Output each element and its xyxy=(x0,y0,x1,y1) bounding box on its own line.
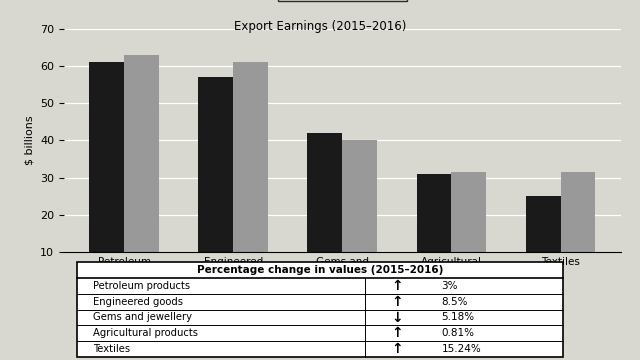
Text: ↓: ↓ xyxy=(391,310,403,324)
Text: 15.24%: 15.24% xyxy=(442,344,481,354)
Text: ↑: ↑ xyxy=(391,342,403,356)
FancyBboxPatch shape xyxy=(77,262,563,357)
Text: 5.18%: 5.18% xyxy=(442,312,475,323)
Bar xyxy=(124,55,159,289)
Bar xyxy=(307,133,342,289)
Text: ↑: ↑ xyxy=(391,279,403,293)
Bar xyxy=(342,140,378,289)
Text: Export Earnings (2015–2016): Export Earnings (2015–2016) xyxy=(234,20,406,33)
Bar xyxy=(561,172,595,289)
Bar xyxy=(525,196,561,289)
Bar xyxy=(90,62,124,289)
Text: 0.81%: 0.81% xyxy=(442,328,475,338)
Legend: 2015, 2016: 2015, 2016 xyxy=(278,0,407,1)
Text: 3%: 3% xyxy=(442,281,458,291)
Text: Petroleum products: Petroleum products xyxy=(93,281,190,291)
Text: Agricultural products: Agricultural products xyxy=(93,328,198,338)
Text: ↑: ↑ xyxy=(391,326,403,340)
Text: Engineered goods: Engineered goods xyxy=(93,297,183,307)
Text: Gems and jewellery: Gems and jewellery xyxy=(93,312,192,323)
Text: 8.5%: 8.5% xyxy=(442,297,468,307)
Y-axis label: $ billions: $ billions xyxy=(24,116,35,165)
Bar xyxy=(198,77,234,289)
Bar xyxy=(451,172,486,289)
Text: ↑: ↑ xyxy=(391,295,403,309)
Text: Textiles: Textiles xyxy=(93,344,130,354)
Bar xyxy=(417,174,451,289)
Text: Percentage change in values (2015–2016): Percentage change in values (2015–2016) xyxy=(197,265,443,275)
Bar xyxy=(234,62,268,289)
X-axis label: Product Category: Product Category xyxy=(281,284,404,297)
